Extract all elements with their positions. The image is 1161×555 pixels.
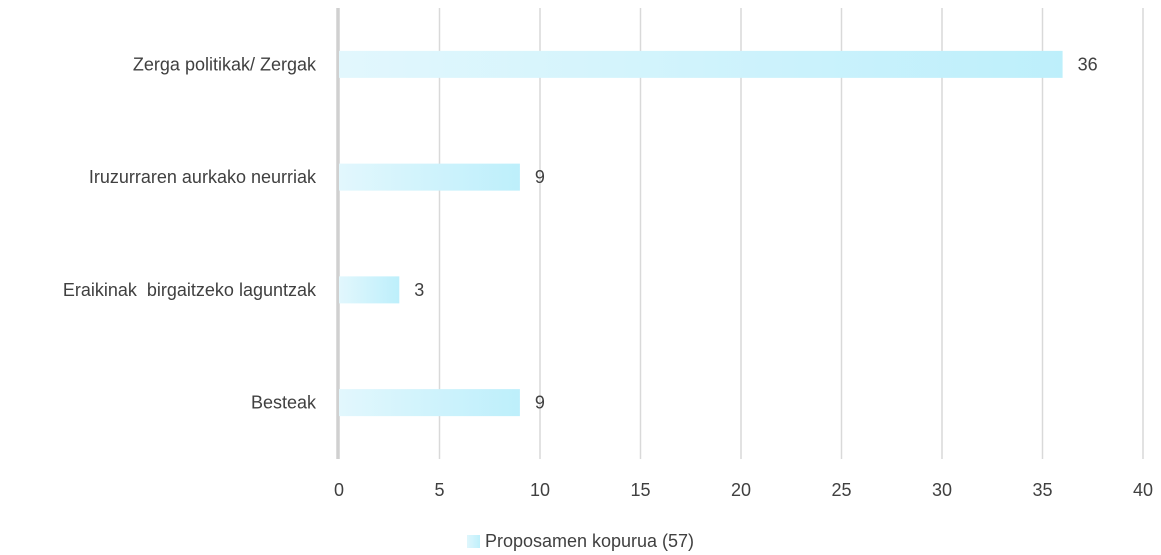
gridlines: [336, 8, 1144, 459]
bars: [339, 50, 1063, 417]
data-label: 9: [535, 167, 545, 187]
labels: 0 5 10 15 20 25 30 35 40 Zerga politikak/ Zergak 3…: [63, 54, 1153, 500]
x-tick-label: 15: [630, 480, 650, 500]
data-label: 9: [535, 393, 545, 413]
category-label: Zerga politikak/ Zergak: [133, 54, 317, 74]
x-tick-label: 10: [530, 480, 550, 500]
legend-swatch: [466, 534, 480, 548]
x-tick-label: 5: [434, 480, 444, 500]
x-tick-label: 25: [831, 480, 851, 500]
legend: Proposamen kopurua (57): [0, 530, 1161, 552]
data-label: 3: [414, 280, 424, 300]
category-label: Iruzurraren aurkako neurriak: [89, 167, 317, 187]
data-label: 36: [1078, 54, 1098, 74]
x-tick-label: 30: [932, 480, 952, 500]
x-tick-label: 0: [334, 480, 344, 500]
x-tick-label: 40: [1133, 480, 1153, 500]
category-label: Besteak: [251, 393, 317, 413]
bar: [339, 163, 520, 191]
x-tick-label: 35: [1032, 480, 1052, 500]
bar: [339, 50, 1063, 78]
x-tick-label: 20: [731, 480, 751, 500]
bar: [339, 276, 400, 304]
category-label: Eraikinak birgaitzeko laguntzak: [63, 280, 317, 300]
bar: [339, 389, 520, 417]
chart-plot: 0 5 10 15 20 25 30 35 40 Zerga politikak/ Zergak 3…: [63, 8, 1153, 500]
legend-label: Proposamen kopurua (57): [484, 530, 695, 551]
